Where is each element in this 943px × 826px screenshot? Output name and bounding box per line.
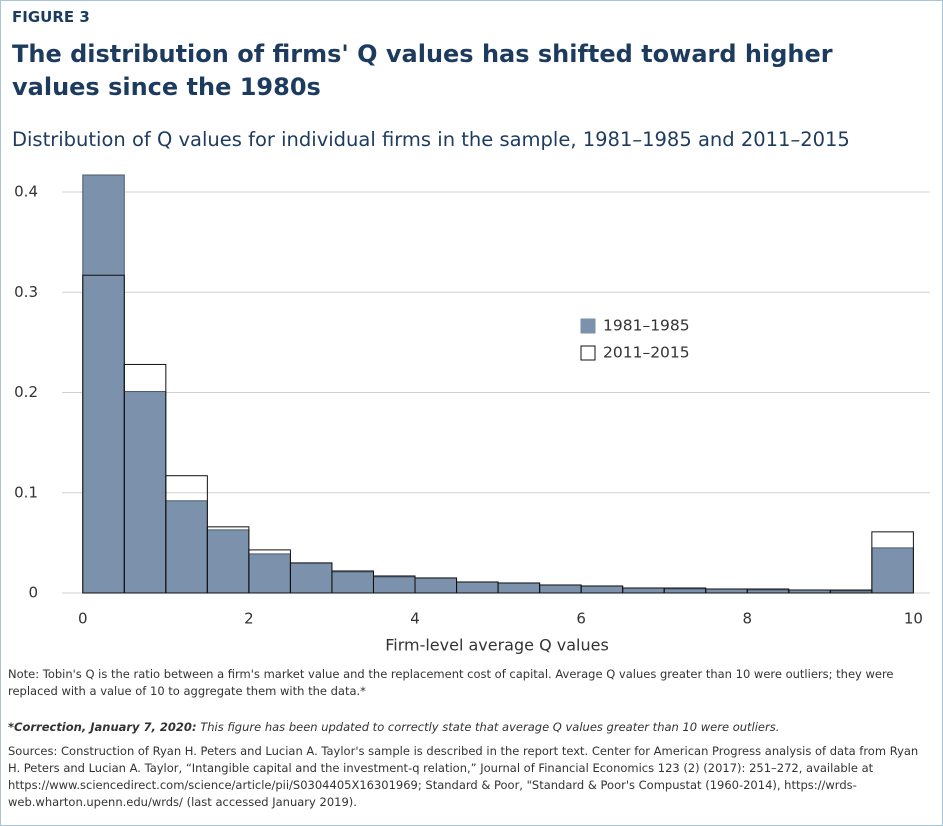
y-tick-label: 0.2 (14, 383, 38, 401)
bar (372, 576, 416, 594)
y-tick-label: 0.4 (14, 183, 38, 201)
y-tick-label: 0.1 (14, 483, 38, 501)
bar (456, 581, 499, 594)
bar (871, 531, 914, 594)
note: Note: Tobin's Q is the ratio between a f… (8, 667, 894, 698)
y-tick-label: 0.3 (14, 283, 38, 301)
bar (206, 529, 250, 594)
correction-text: This figure has been updated to correctl… (200, 720, 780, 734)
bar (622, 587, 665, 594)
bar (165, 500, 208, 594)
figure-label: FIGURE 3 (12, 8, 90, 26)
bar (289, 562, 333, 594)
sources: Sources: Construction of Ryan H. Peters … (8, 744, 919, 809)
legend-swatch (580, 345, 596, 361)
bar (414, 577, 458, 594)
bar (248, 553, 291, 594)
x-tick-label: 2 (244, 610, 254, 628)
legend-label: 1981–1985 (603, 317, 690, 335)
bar (705, 588, 748, 594)
x-tick-label: 4 (410, 610, 420, 628)
bar (82, 174, 125, 594)
bar (497, 582, 541, 594)
bar (663, 588, 707, 594)
x-tick-label: 8 (742, 610, 752, 628)
x-tick-label: 6 (576, 610, 586, 628)
chart-subtitle: Distribution of Q values for individual … (12, 128, 850, 151)
bar (871, 547, 914, 594)
correction-label: *Correction, January 7, 2020: (8, 720, 197, 734)
x-tick-label: 0 (78, 610, 88, 628)
bar (539, 584, 582, 594)
legend-swatch (580, 318, 596, 334)
bar (580, 585, 624, 594)
y-tick-label: 0 (28, 584, 38, 602)
legend-label: 2011–2015 (603, 344, 690, 362)
correction: *Correction, January 7, 2020: This figur… (8, 719, 933, 736)
x-tick-label: 10 (904, 610, 923, 628)
bar (123, 391, 167, 594)
x-axis-label: Firm-level average Q values (385, 636, 609, 655)
bar (331, 571, 374, 594)
chart-title: The distribution of firms' Q values has … (12, 40, 833, 101)
